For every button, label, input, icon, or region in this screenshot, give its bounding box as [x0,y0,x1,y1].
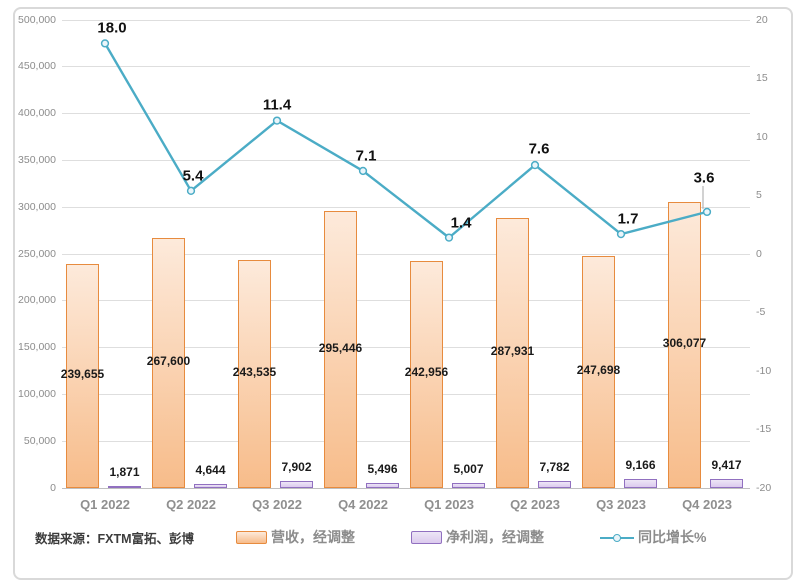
y-axis-label-left: 200,000 [18,294,56,307]
y-axis-label-right: -5 [756,306,766,318]
gridline [62,113,750,115]
y-axis-label-left: 150,000 [18,341,56,354]
revenue-value-label: 242,956 [404,365,449,380]
gridline [62,440,750,442]
x-axis-label: Q4 2022 [338,497,388,512]
profit-value-label: 7,782 [539,459,570,474]
revenue-bar [66,263,99,488]
revenue-value-label: 247,698 [576,363,621,378]
gridline [62,159,750,161]
legend-item-revenue: 营收，经调整 [236,527,355,547]
y-axis-label-right: 0 [756,247,762,260]
gridline [62,300,750,302]
growth-point [186,186,196,195]
growth-point [358,166,368,176]
growth-value-label: 5.4 [182,167,204,185]
x-axis-label: Q3 2022 [252,497,302,512]
legend-item-growth: 同比增长% [600,527,706,547]
y-axis-label-left: 0 [50,481,56,494]
growth-point [100,39,110,48]
revenue-value-label: 306,077 [662,335,707,350]
y-axis-label-left: 500,000 [18,13,56,26]
profit-value-label: 5,007 [453,462,484,477]
growth-value-label: 18.0 [97,19,127,37]
profit-bar [710,479,743,488]
x-axis-label: Q4 2023 [682,497,732,512]
x-axis-label: Q1 2023 [424,497,474,512]
profit-bar [108,486,141,489]
x-axis-label: Q2 2022 [166,497,216,512]
revenue-bar [410,260,443,488]
y-axis-label-left: 100,000 [18,387,56,400]
y-axis-label-right: 20 [756,13,768,26]
y-axis-label-left: 50,000 [23,434,56,447]
revenue-bar [496,218,529,488]
profit-bar [366,482,399,488]
profit-bar [624,479,657,488]
revenue-value-label: 267,600 [146,353,191,368]
x-axis-label: Q3 2023 [596,497,646,512]
profit-value-label: 9,166 [625,458,656,473]
legend-item-profit: 净利润，经调整 [411,527,544,547]
growth-value-label: 1.7 [617,210,639,228]
gridline [62,347,750,349]
growth-value-label: 3.6 [693,169,715,187]
profit-value-label: 1,871 [109,465,140,480]
growth-value-label: 11.4 [262,96,292,114]
growth-value-label: 1.4 [450,214,472,232]
y-axis-label-right: -10 [756,364,772,377]
y-axis-label-right: 10 [756,130,768,143]
x-axis-label: Q2 2023 [510,497,560,512]
growth-value-label: 7.6 [528,140,550,158]
revenue-value-label: 243,535 [232,365,277,380]
gridline [62,253,750,255]
y-axis-label-right: 5 [756,189,762,201]
y-axis-label-left: 250,000 [18,247,56,260]
y-axis-label-left: 300,000 [18,200,56,213]
y-axis-label-left: 450,000 [18,60,56,73]
growth-point [272,116,282,125]
growth-value-label: 7.1 [355,147,377,165]
y-axis-label-right: -15 [756,423,772,435]
growth-point [702,207,712,217]
profit-value-label: 9,417 [711,458,742,473]
revenue-swatch-icon [236,530,267,544]
revenue-value-label: 239,655 [60,366,105,381]
profit-value-label: 7,902 [281,459,312,474]
revenue-bar [152,237,185,488]
y-axis-label-right: 15 [756,72,768,84]
gridline [62,66,750,68]
revenue-value-label: 295,446 [318,340,363,355]
x-axis-label: Q1 2022 [80,497,130,512]
revenue-bar [668,201,701,488]
profit-value-label: 4,644 [195,462,226,477]
revenue-bar [238,260,271,488]
revenue-value-label: 287,931 [490,344,535,359]
y-axis-label-right: -20 [756,481,772,494]
gridline [62,19,750,21]
gridline [62,393,750,395]
growth-line-swatch-icon [600,531,634,544]
profit-bar [194,483,227,488]
profit-value-label: 5,496 [367,461,398,476]
profit-bar [538,480,571,488]
profit-swatch-icon [411,530,442,544]
revenue-bar [582,256,615,488]
source-note: 数据来源：FXTM富拓、彭博 [35,532,195,546]
legend-label-revenue: 营收，经调整 [271,529,355,545]
legend-label-growth: 同比增长% [638,529,707,545]
profit-bar [452,483,485,488]
growth-point [444,233,454,242]
growth-point [616,229,626,239]
legend-label-profit: 净利润，经调整 [446,529,544,545]
profit-bar [280,480,313,488]
growth-point [530,160,540,170]
gridline [62,206,750,208]
y-axis-label-left: 400,000 [18,107,56,120]
revenue-bar [324,211,357,488]
y-axis-label-left: 350,000 [18,153,56,166]
x-axis-line [62,487,750,489]
legend: 营收，经调整 净利润，经调整 同比增长% [236,527,706,547]
